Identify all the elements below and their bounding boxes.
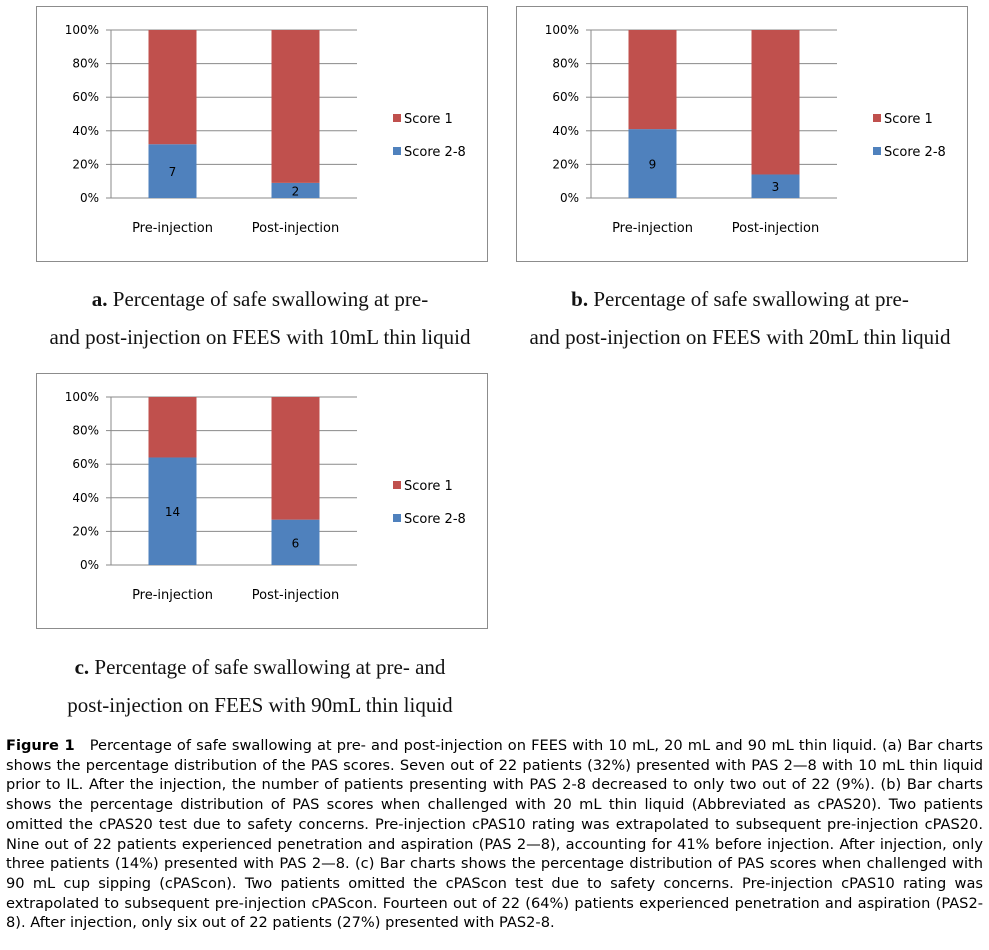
legend-label: Score 2-8 <box>404 145 466 160</box>
y-tick-label: 80% <box>552 57 579 71</box>
subcaption-b-lead: b. <box>571 287 589 311</box>
legend-label: Score 2-8 <box>884 145 946 160</box>
subcaption-b-line2: and post-injection on FEES with 20mL thi… <box>529 325 951 349</box>
y-tick-label: 40% <box>552 124 579 138</box>
y-tick-label: 80% <box>72 424 99 438</box>
legend-label: Score 1 <box>404 479 453 494</box>
figure-caption: Figure 1 Percentage of safe swallowing a… <box>6 736 983 933</box>
y-tick-label: 60% <box>552 90 579 104</box>
legend-label: Score 2-8 <box>404 512 466 527</box>
bar-c-score-2-8-0 <box>148 457 197 565</box>
x-tick-label: Post-injection <box>732 221 819 236</box>
y-tick-label: 100% <box>65 390 99 404</box>
data-label: 7 <box>169 165 177 179</box>
legend-swatch <box>393 147 401 155</box>
legend-swatch <box>393 481 401 489</box>
chart-panel-a: 0% 20% 40% 60% 80% 100% 7 Pre-injection 2 Post-in… <box>36 6 488 262</box>
chart-panel-c: 0% 20% 40% 60% 80% 100% 14 Pre-injection 6 Post-i… <box>36 373 488 629</box>
subcaption-a-line1: Percentage of safe swallowing at pre- <box>107 287 429 311</box>
figure-caption-text: Percentage of safe swallowing at pre- an… <box>6 737 984 932</box>
bar-a-score-2-8-0 <box>148 144 197 198</box>
data-label: 9 <box>649 158 657 172</box>
bar-a-score-1-1 <box>271 30 320 183</box>
data-label: 3 <box>772 180 780 194</box>
data-label: 6 <box>292 536 300 550</box>
legend-swatch <box>873 147 881 155</box>
x-tick-label: Pre-injection <box>132 221 213 236</box>
bar-b-score-2-8-0 <box>628 129 677 198</box>
chart-c: 0% 20% 40% 60% 80% 100% 14 Pre-injection 6 Post-i… <box>65 390 466 603</box>
subcaption-b: b. Percentage of safe swallowing at pre-… <box>500 280 980 356</box>
y-tick-label: 20% <box>72 157 99 171</box>
y-tick-label: 0% <box>560 191 579 205</box>
data-label: 2 <box>292 184 300 198</box>
y-tick-label: 40% <box>72 491 99 505</box>
y-tick-label: 20% <box>552 157 579 171</box>
y-tick-label: 0% <box>80 191 99 205</box>
bar-a-score-2-8-1 <box>271 182 320 198</box>
subcaption-a-lead: a. <box>91 287 108 311</box>
bar-b-score-1-0 <box>628 30 677 130</box>
legend-swatch <box>393 514 401 522</box>
subcaption-c-lead: c. <box>74 655 90 679</box>
x-tick-label: Pre-injection <box>612 221 693 236</box>
chart-a: 0% 20% 40% 60% 80% 100% 7 Pre-injection 2 Post-in… <box>65 23 466 236</box>
chart-panel-b: 0% 20% 40% 60% 80% 100% 9 Pre-injection 3 Post-in… <box>516 6 968 262</box>
subcaption-c: c. Percentage of safe swallowing at pre-… <box>20 648 500 724</box>
subcaption-b-line1: Percentage of safe swallowing at pre- <box>588 287 909 311</box>
y-tick-label: 20% <box>72 524 99 538</box>
y-tick-label: 60% <box>72 457 99 471</box>
y-tick-label: 60% <box>72 90 99 104</box>
y-tick-label: 100% <box>545 23 579 37</box>
y-tick-label: 100% <box>65 23 99 37</box>
subcaption-a: a. Percentage of safe swallowing at pre-… <box>20 280 500 356</box>
bar-b-score-2-8-1 <box>751 174 800 198</box>
x-tick-label: Pre-injection <box>132 588 213 603</box>
legend-swatch <box>873 114 881 122</box>
y-tick-label: 0% <box>80 558 99 572</box>
bar-b-score-1-1 <box>751 30 800 175</box>
chart-b: 0% 20% 40% 60% 80% 100% 9 Pre-injection 3 Post-in… <box>545 23 946 236</box>
figure-label: Figure 1 <box>6 737 75 754</box>
bar-c-score-1-0 <box>148 397 197 458</box>
bar-a-score-1-0 <box>148 30 197 145</box>
x-tick-label: Post-injection <box>252 588 339 603</box>
bar-c-score-2-8-1 <box>271 519 320 565</box>
y-tick-label: 40% <box>72 124 99 138</box>
subcaption-c-line2: post-injection on FEES with 90mL thin li… <box>67 693 453 717</box>
legend-label: Score 1 <box>404 112 453 127</box>
legend-swatch <box>393 114 401 122</box>
data-label: 14 <box>165 505 180 519</box>
subcaption-a-line2: and post-injection on FEES with 10mL thi… <box>49 325 471 349</box>
bar-c-score-1-1 <box>271 397 320 520</box>
legend-label: Score 1 <box>884 112 933 127</box>
x-tick-label: Post-injection <box>252 221 339 236</box>
y-tick-label: 80% <box>72 57 99 71</box>
subcaption-c-line1: Percentage of safe swallowing at pre- an… <box>89 655 446 679</box>
